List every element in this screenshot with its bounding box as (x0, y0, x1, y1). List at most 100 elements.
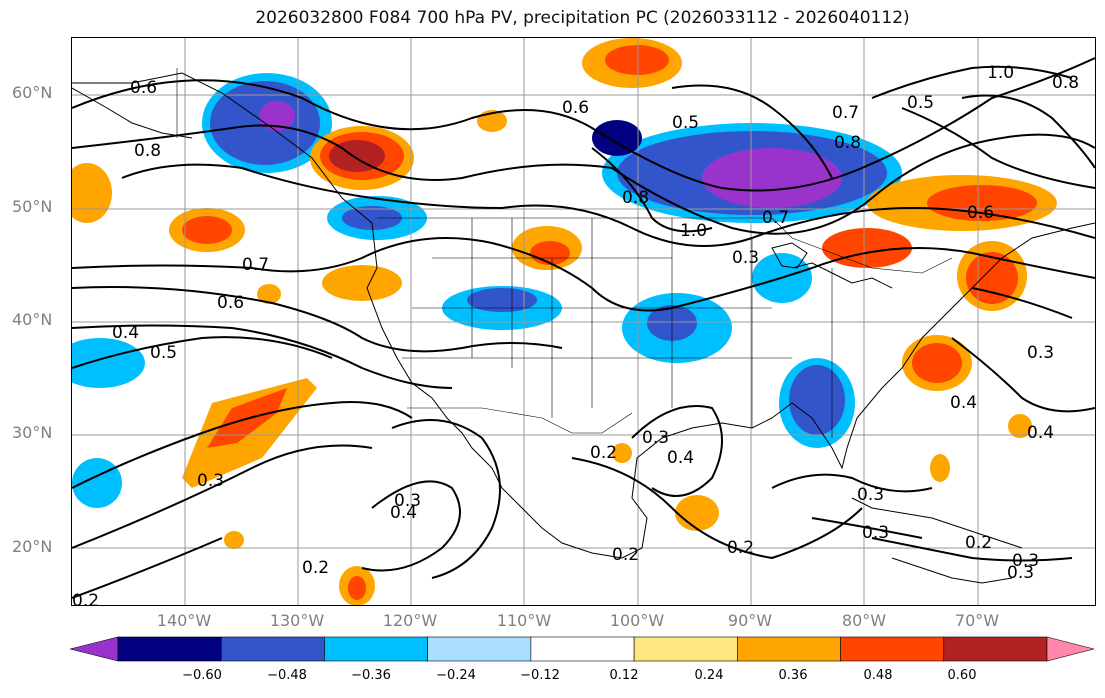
lon-label: 130°W (269, 611, 325, 630)
colorbar-tick: −0.12 (520, 668, 560, 683)
contour-label: 0.7 (242, 255, 269, 275)
neg-anomaly-west-pacific (72, 338, 145, 388)
neg-anomaly-canada-west (592, 120, 642, 156)
chart-title: 2026032800 F084 700 hPa PV, precipitatio… (255, 8, 910, 28)
colorbar-swatch (427, 636, 532, 662)
contour-label: 0.7 (832, 103, 859, 123)
lon-label: 120°W (382, 611, 438, 630)
colorbar-extend-min (70, 636, 119, 662)
lon-label: 90°W (727, 611, 773, 630)
neg-anomaly-pnw-core (342, 206, 402, 230)
colorbar-swatch (840, 636, 945, 662)
contour-label: 0.3 (732, 248, 759, 268)
neg-anomaly-southeast-core (789, 365, 845, 435)
contour-label: 1.0 (987, 63, 1014, 83)
pos-anomaly-carib (1008, 414, 1032, 438)
lat-label: 60°N (12, 83, 53, 102)
contour-label: 0.6 (562, 98, 589, 118)
pos-anomaly-newengland-core (966, 252, 1018, 304)
pos-anomaly-bahamas (930, 454, 950, 482)
colorbar-tick: −0.24 (436, 668, 476, 683)
neg-anomaly-canada-core (702, 148, 842, 208)
pos-anomaly-west-edge (72, 163, 112, 223)
colorbar-tick: 0.12 (609, 668, 639, 683)
colorbar-tick: 0.24 (694, 668, 724, 683)
colorbar-swatch (530, 636, 635, 662)
colorbar-swatch (324, 636, 428, 662)
colorbar-swatch (117, 636, 222, 662)
contour-label: 0.3 (857, 485, 884, 505)
contour-labels: 0.6 0.8 0.7 0.6 0.5 0.4 0.3 0.2 1.0 0.7 … (72, 63, 1079, 605)
map-frame: 0.6 0.8 0.7 0.6 0.5 0.4 0.3 0.2 1.0 0.7 … (71, 37, 1096, 606)
pos-anomaly-pacific-south (224, 531, 244, 549)
contour-label: 0.6 (217, 293, 244, 313)
pos-anomaly-pacific-small (257, 284, 281, 304)
contour-label: 0.4 (390, 503, 417, 523)
contour-label: 0.5 (907, 93, 934, 113)
pos-anomaly-gulf (675, 495, 719, 531)
colorbar-tick: 0.60 (947, 668, 977, 683)
contour-label: 0.5 (150, 343, 177, 363)
colorbar (70, 636, 1095, 662)
contour-label: 0.3 (1007, 563, 1034, 583)
colorbar-swatch (220, 636, 325, 662)
pos-anomaly-california (322, 265, 402, 301)
contour-label: 0.3 (394, 491, 421, 511)
neg-anomaly-west-pacific-south (72, 458, 122, 508)
contour-label: 0.8 (1052, 73, 1079, 93)
contour-label: 0.8 (134, 141, 161, 161)
pv-contours (72, 57, 1095, 599)
contour-label: 0.2 (727, 538, 754, 558)
lon-label: 70°W (954, 611, 1000, 630)
contour-label: 0.7 (762, 208, 789, 228)
colorbar-swatch (737, 636, 841, 662)
lat-label: 40°N (12, 310, 53, 329)
contour-label: 0.3 (642, 428, 669, 448)
borders (176, 68, 953, 438)
contour-label: 0.2 (612, 545, 639, 565)
contour-label: 0.3 (862, 523, 889, 543)
pos-anomaly-mexico (612, 443, 632, 463)
colorbar-tick: −0.36 (351, 668, 391, 683)
pos-anomaly-quebec-core (927, 185, 1037, 221)
contour-label: 0.2 (590, 443, 617, 463)
colorbar-tick: 0.48 (863, 668, 893, 683)
pos-anomaly-atlantic-core (912, 343, 962, 383)
contour-label: 1.0 (680, 221, 707, 241)
contour-label: 0.4 (950, 393, 977, 413)
contour-label: 0.8 (622, 188, 649, 208)
contour-label: 0.3 (1012, 551, 1039, 571)
lat-label: 50°N (12, 197, 53, 216)
lat-label: 30°N (12, 423, 53, 442)
colorbar-tick: −0.48 (267, 668, 307, 683)
map-canvas: 0.6 0.8 0.7 0.6 0.5 0.4 0.3 0.2 1.0 0.7 … (72, 38, 1095, 605)
contour-label: 0.3 (197, 471, 224, 491)
contour-label: 0.2 (72, 591, 99, 605)
lon-label: 100°W (609, 611, 665, 630)
lon-label: 80°W (841, 611, 887, 630)
colorbar-tick: 0.36 (778, 668, 808, 683)
colorbar-swatch (943, 636, 1048, 662)
colorbar-extend-max (1046, 636, 1095, 662)
pos-anomaly-pacific-core (182, 216, 232, 244)
neg-anomaly-alaska-peak (259, 101, 295, 131)
contour-label: 0.5 (672, 113, 699, 133)
contour-label: 0.2 (302, 558, 329, 578)
lat-label: 20°N (12, 537, 53, 556)
colorbar-swatches (70, 636, 1095, 662)
colorbar-swatch (633, 636, 738, 662)
contour-label: 0.4 (667, 448, 694, 468)
lon-label: 140°W (156, 611, 212, 630)
colorbar-tick: −0.60 (182, 668, 222, 683)
contour-label: 0.6 (130, 78, 157, 98)
pos-anomaly-north-core (605, 45, 669, 75)
contour-label: 0.3 (1027, 343, 1054, 363)
contour-label: 0.2 (965, 533, 992, 553)
neg-anomaly-rockies-core (467, 288, 537, 312)
precip-anomaly-shading (72, 38, 1057, 605)
pos-anomaly-plains-core (530, 241, 570, 265)
contour-label: 0.4 (112, 323, 139, 343)
contour-label: 0.6 (967, 203, 994, 223)
contour-label: 0.8 (834, 133, 861, 153)
contour-label: 0.4 (1027, 423, 1054, 443)
